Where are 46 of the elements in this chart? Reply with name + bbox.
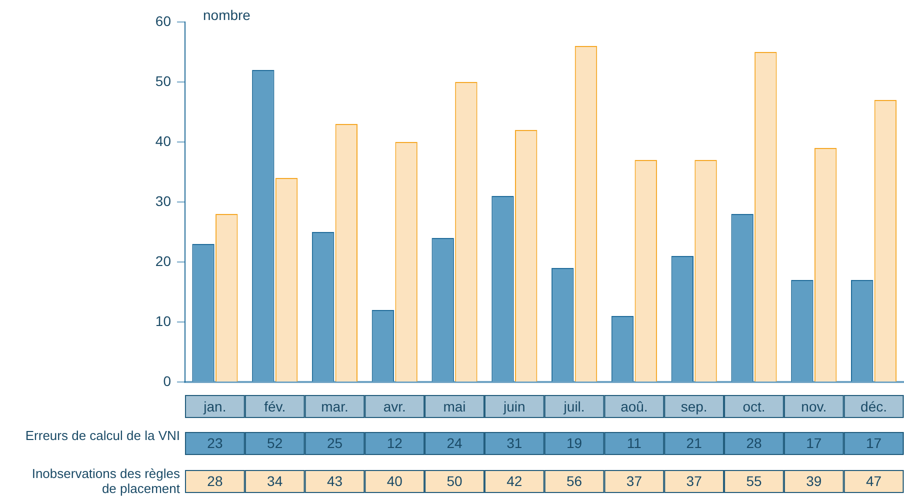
data-label: 39 (806, 472, 822, 489)
y-axis-title: nombre (203, 6, 251, 23)
x-tick-label: juin (502, 398, 526, 414)
data-label: 31 (506, 434, 522, 451)
data-label: 37 (686, 472, 702, 489)
data-label: 17 (806, 434, 822, 451)
x-tick-label: sep. (680, 398, 708, 414)
x-tick-label: oct. (742, 398, 766, 414)
data-label: 25 (326, 434, 343, 451)
y-tick-label: 40 (155, 132, 172, 149)
data-label: 21 (686, 434, 702, 451)
data-label: 50 (446, 472, 463, 489)
data-label: 43 (326, 472, 343, 489)
y-tick-label: 50 (155, 72, 172, 89)
data-label: 28 (746, 434, 762, 451)
data-label: 11 (626, 434, 642, 451)
data-label: 24 (446, 434, 463, 451)
x-tick-label: mar. (321, 398, 348, 414)
y-tick-label: 20 (155, 252, 172, 269)
y-tick-label: 10 (155, 312, 172, 329)
x-tick-label: déc. (860, 398, 888, 414)
x-tick-label: mai (443, 398, 466, 414)
data-label: 40 (386, 472, 403, 489)
x-tick-label: nov. (801, 398, 827, 414)
x-tick-label: avr. (383, 398, 406, 414)
data-label: 56 (566, 472, 582, 489)
data-label: 23 (207, 434, 223, 451)
data-label: 12 (386, 434, 403, 451)
data-label: 19 (566, 434, 582, 451)
x-tick-label: jan. (202, 398, 226, 414)
legend-label: Erreurs de calcul de la VNI (24, 428, 180, 443)
data-label: 34 (267, 472, 283, 489)
data-label: 28 (207, 472, 223, 489)
x-tick-label: aoû. (620, 398, 648, 414)
data-label: 42 (506, 472, 522, 489)
data-label: 17 (866, 434, 882, 451)
x-tick-label: juil. (562, 398, 585, 414)
data-label: 47 (866, 472, 882, 489)
data-label: 37 (626, 472, 642, 489)
x-tick-label: fév. (264, 398, 286, 414)
data-label: 55 (746, 472, 762, 489)
legend-label: Inobservations des règles de placement (30, 466, 180, 496)
y-tick-label: 60 (155, 12, 172, 29)
y-tick-label: 0 (163, 372, 172, 389)
y-tick-label: 30 (155, 192, 172, 209)
data-label: 52 (267, 434, 283, 451)
